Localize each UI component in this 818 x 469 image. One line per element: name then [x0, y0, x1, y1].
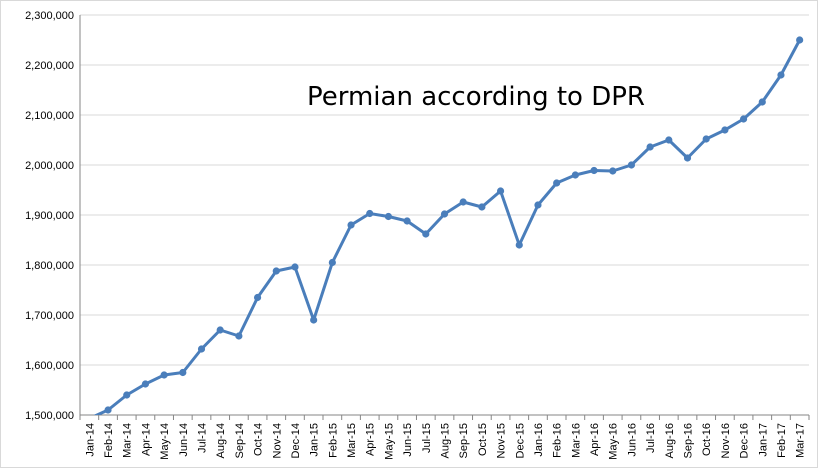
data-point: [796, 36, 804, 44]
data-point: [403, 217, 411, 225]
x-tick-label: Jan-14: [84, 423, 96, 457]
x-tick-label: Jun-16: [626, 423, 638, 457]
chart-title: Permian according to DPR: [307, 82, 645, 112]
data-point: [291, 263, 299, 271]
data-point: [347, 221, 355, 229]
series-group: [88, 36, 804, 415]
data-point: [777, 71, 785, 79]
data-point: [627, 161, 636, 169]
data-point: [197, 345, 206, 353]
data-point: [384, 212, 393, 221]
data-point: [478, 203, 486, 211]
x-tick-label: Nov-15: [496, 423, 508, 458]
y-tick-label: 2,300,000: [25, 10, 74, 22]
x-tick-label: Apr-16: [589, 423, 601, 456]
data-point: [123, 391, 131, 399]
x-tick-label: Jul-16: [645, 423, 657, 453]
series: [88, 36, 804, 415]
x-tick-label: Feb-14: [103, 423, 115, 458]
data-point: [440, 210, 449, 218]
x-tick-label: Sep-14: [234, 423, 246, 458]
data-point: [683, 154, 692, 162]
x-tick-label: Nov-16: [720, 423, 732, 458]
x-tick-label: Mar-15: [346, 423, 358, 458]
data-point: [216, 326, 224, 334]
x-tick-label: Jan-15: [309, 423, 321, 457]
data-point: [366, 209, 374, 218]
data-point: [310, 316, 318, 324]
axes: [79, 15, 810, 420]
data-point: [160, 371, 168, 379]
x-tick-label: Feb-17: [776, 423, 788, 458]
data-point: [702, 135, 710, 143]
y-tick-label: 1,500,000: [25, 410, 74, 422]
data-point: [235, 332, 243, 340]
x-tick-label: Jun-15: [402, 423, 414, 457]
x-tick-label: Mar-14: [122, 423, 134, 458]
data-point: [646, 143, 654, 151]
x-tick-label: Sep-15: [458, 423, 470, 458]
x-tick-label: Jul-14: [197, 423, 209, 453]
x-tick-label: Jul-15: [421, 423, 433, 453]
x-tick-label: Mar-16: [570, 423, 582, 458]
data-point: [758, 98, 766, 106]
x-tick-label: Oct-15: [477, 423, 489, 456]
x-tick-label: Aug-15: [440, 423, 452, 458]
data-point: [515, 241, 523, 249]
x-tick-label: Jan-17: [757, 423, 769, 457]
data-point: [721, 126, 729, 134]
data-point: [665, 136, 673, 144]
gridlines: [80, 14, 809, 366]
y-tick-label: 1,900,000: [25, 210, 74, 222]
x-tick-label: May-16: [608, 423, 620, 460]
data-point: [739, 115, 748, 123]
data-point: [328, 258, 336, 267]
x-tick-label: Jun-14: [178, 423, 190, 457]
x-tick-label: Dec-14: [290, 423, 302, 458]
data-point: [88, 414, 91, 415]
data-point: [534, 201, 542, 209]
y-tick-label: 1,700,000: [25, 310, 74, 322]
x-tick-label: Apr-14: [140, 423, 152, 456]
data-point: [272, 267, 280, 275]
x-tick-label: Sep-16: [683, 423, 695, 458]
x-tick-label: Oct-16: [701, 423, 713, 456]
y-tick-label: 1,800,000: [25, 260, 74, 272]
x-tick-label: May-14: [159, 423, 171, 460]
data-point: [571, 171, 579, 179]
y-tick-label: 2,100,000: [25, 110, 74, 122]
data-point: [590, 166, 598, 175]
y-axis-tick-labels: 1,500,000 1,600,000 1,700,000 1,800,000 1,90…: [25, 10, 74, 422]
y-tick-label: 2,200,000: [25, 60, 74, 72]
x-tick-label: Jan-16: [533, 423, 545, 457]
x-tick-label: Dec-15: [514, 423, 526, 458]
data-point: [253, 293, 262, 302]
x-tick-label: Mar-17: [795, 423, 807, 458]
x-tick-label: Aug-16: [664, 423, 676, 458]
data-point: [141, 380, 150, 388]
data-point: [179, 368, 187, 377]
data-point: [609, 167, 617, 175]
x-tick-label: Feb-15: [327, 423, 339, 458]
x-tick-label: Feb-16: [552, 423, 564, 458]
data-point: [553, 179, 561, 187]
x-tick-label: Dec-16: [739, 423, 751, 458]
x-tick-label: Nov-14: [271, 423, 283, 458]
x-tick-label: Aug-14: [215, 423, 227, 458]
x-tick-label: Oct-14: [253, 423, 265, 456]
data-point: [459, 198, 467, 206]
x-tick-label: May-15: [383, 423, 395, 460]
data-point: [422, 230, 430, 238]
data-point: [496, 187, 505, 195]
y-tick-label: 2,000,000: [25, 160, 74, 172]
x-axis-tick-labels: Jan-14 Feb-14 Mar-14 Apr-14 May-14 Jun-14 Jul-…: [84, 423, 806, 460]
data-point: [104, 406, 112, 414]
y-tick-label: 1,600,000: [25, 360, 74, 372]
x-tick-label: Apr-15: [365, 423, 377, 456]
